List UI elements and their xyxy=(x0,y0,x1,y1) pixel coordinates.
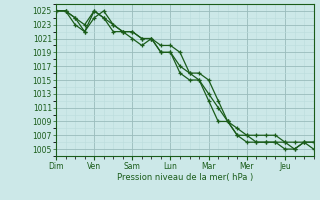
X-axis label: Pression niveau de la mer( hPa ): Pression niveau de la mer( hPa ) xyxy=(117,173,253,182)
